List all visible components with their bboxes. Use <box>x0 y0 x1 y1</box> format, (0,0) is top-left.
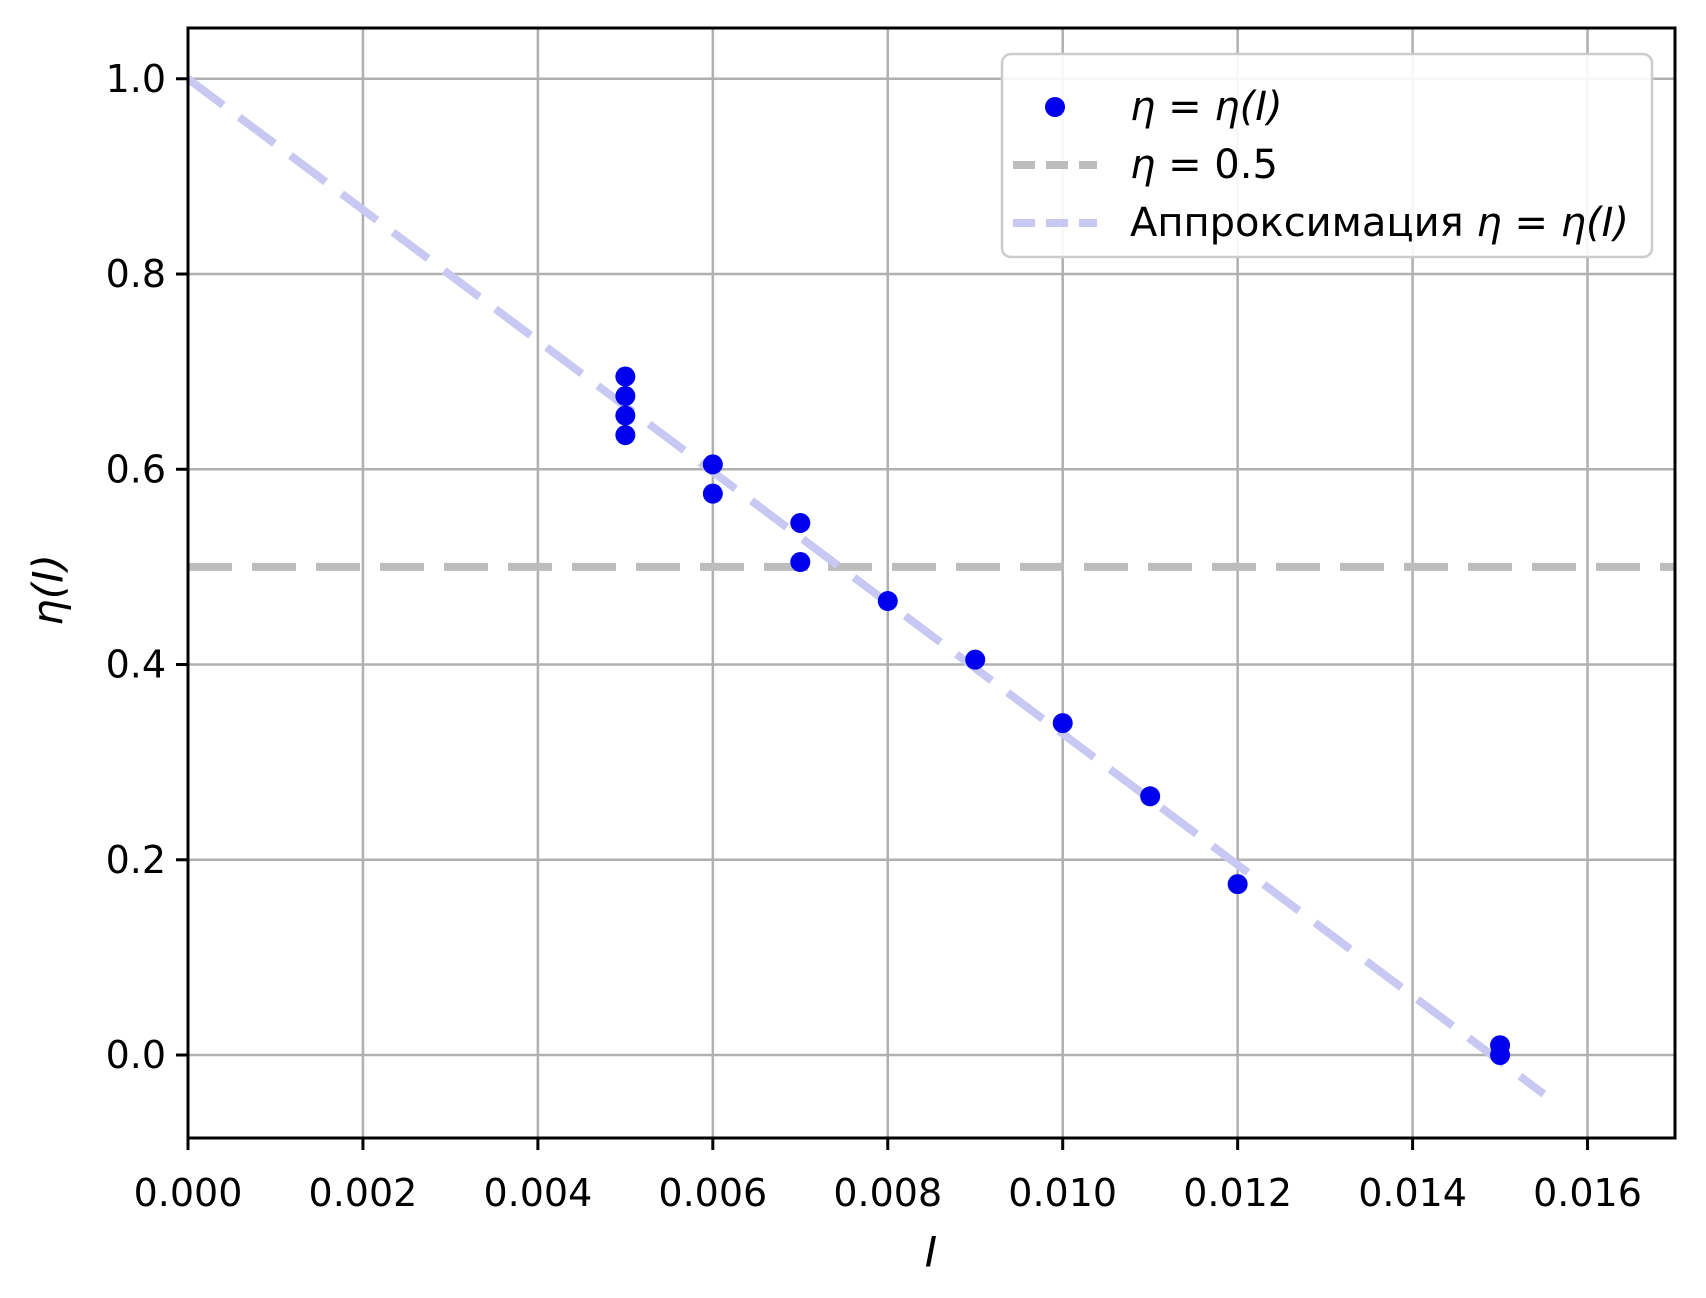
legend-marker-scatter-dot <box>1045 97 1065 117</box>
fit-line <box>185 75 1547 1098</box>
y-tick-label: 1.0 <box>106 57 166 101</box>
x-tick-label: 0.008 <box>833 1171 942 1215</box>
scatter-point <box>965 649 986 670</box>
legend: η = η(I) η = 0.5 Аппроксимация η = η(I) <box>1000 52 1654 259</box>
scatter-point <box>702 483 723 504</box>
scatter-point <box>615 425 636 446</box>
series-layer <box>185 75 1675 1098</box>
y-tick-label: 0.0 <box>106 1033 166 1077</box>
x-tick-label: 0.014 <box>1358 1171 1467 1215</box>
x-axis-label: I <box>925 1228 937 1277</box>
scatter-point <box>877 591 898 612</box>
legend-label-eta-of-I: η = η(I) <box>1130 84 1283 130</box>
scatter-point <box>615 366 636 387</box>
scatter-point <box>615 386 636 407</box>
scatter-point <box>1227 874 1248 895</box>
y-tick-label: 0.8 <box>106 252 166 296</box>
y-tick-label: 0.2 <box>106 838 166 882</box>
ticks: 0.000 0.002 0.004 0.006 0.008 0.010 0.012 0.014… <box>106 57 1642 1215</box>
x-tick-label: 0.004 <box>483 1171 592 1215</box>
x-tick-label: 0.016 <box>1533 1171 1642 1215</box>
scatter-point <box>790 552 811 573</box>
scatter-point <box>1140 786 1161 807</box>
legend-label-approximation: Аппроксимация η = η(I) <box>1130 200 1629 246</box>
scatter-point <box>702 454 723 475</box>
plot-border <box>186 26 1677 1140</box>
x-tick-label: 0.012 <box>1183 1171 1292 1215</box>
x-tick-label: 0.010 <box>1008 1171 1117 1215</box>
legend-label-eta-05: η = 0.5 <box>1130 142 1278 188</box>
x-tick-label: 0.002 <box>309 1171 418 1215</box>
y-axis-label: η(I) <box>24 554 73 626</box>
scatter-point <box>790 512 811 533</box>
y-tick-label: 0.6 <box>106 447 166 491</box>
legend-frame <box>1000 52 1654 259</box>
y-tick-label: 0.4 <box>106 643 166 687</box>
scatter-point <box>1052 713 1073 734</box>
x-tick-label: 0.006 <box>658 1171 767 1215</box>
x-tick-label: 0.000 <box>134 1171 243 1215</box>
scatter-point <box>1490 1045 1511 1066</box>
scatter-point <box>615 405 636 426</box>
